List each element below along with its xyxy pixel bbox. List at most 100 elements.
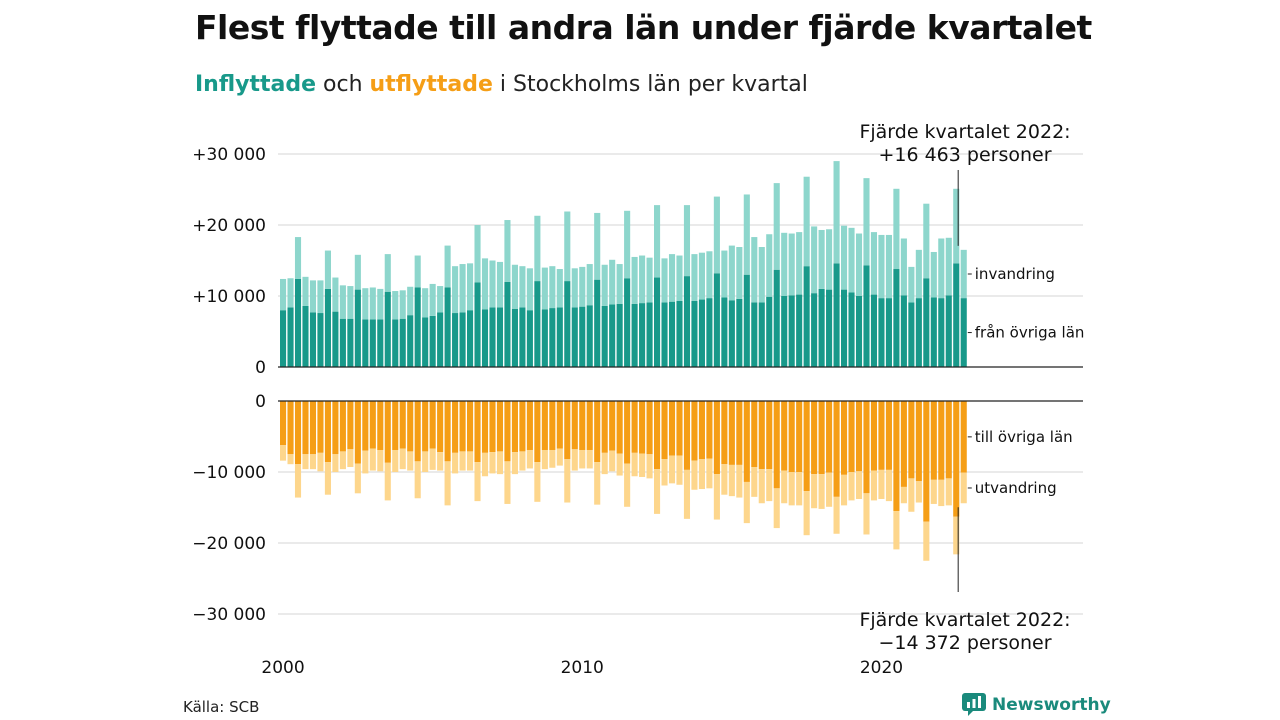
bar-fran-ovriga-lan <box>347 318 354 367</box>
bar-invandring <box>549 266 556 309</box>
brand-logo[interactable]: Newsworthy <box>962 693 1111 717</box>
y-tick-label-top: +10 000 <box>192 287 266 307</box>
bar-fran-ovriga-lan <box>698 299 705 367</box>
subtitle-utflyttade: utflyttade <box>369 72 493 97</box>
bar-till-ovriga-lan <box>489 401 496 453</box>
bar-invandring <box>668 254 676 302</box>
bar-fran-ovriga-lan <box>841 289 848 367</box>
bar-fran-ovriga-lan <box>743 274 750 367</box>
bar-till-ovriga-lan <box>496 401 504 452</box>
bar-utvandring <box>721 464 728 495</box>
bar-invandring <box>519 266 526 308</box>
bar-utvandring <box>541 449 548 470</box>
bar-utvandring <box>646 454 653 479</box>
bar-fran-ovriga-lan <box>676 300 683 367</box>
bar-utvandring <box>668 455 676 484</box>
bar-fran-ovriga-lan <box>713 273 720 367</box>
bar-invandring <box>377 288 384 320</box>
bar-fran-ovriga-lan <box>564 281 571 367</box>
bar-invandring <box>564 211 571 282</box>
bar-invandring <box>631 256 638 304</box>
bar-fran-ovriga-lan <box>833 263 840 367</box>
bar-fran-ovriga-lan <box>930 297 937 367</box>
bar-invandring <box>354 254 361 290</box>
bar-till-ovriga-lan <box>639 401 646 454</box>
bar-fran-ovriga-lan <box>803 266 810 367</box>
bar-invandring <box>646 257 653 303</box>
bar-invandring <box>534 215 541 282</box>
bar-utvandring <box>691 460 698 490</box>
bar-till-ovriga-lan <box>751 401 758 468</box>
bar-fran-ovriga-lan <box>796 294 803 367</box>
bar-fran-ovriga-lan <box>601 305 608 367</box>
bar-invandring <box>571 268 578 308</box>
bar-fran-ovriga-lan <box>870 294 878 367</box>
bar-fran-ovriga-lan <box>878 298 885 367</box>
bar-till-ovriga-lan <box>377 401 384 450</box>
chart-title: Flest flyttade till andra län under fjär… <box>195 8 1092 47</box>
bar-invandring <box>586 264 593 306</box>
bar-invandring <box>339 285 346 319</box>
bar-till-ovriga-lan <box>713 401 720 475</box>
bar-fran-ovriga-lan <box>422 317 429 367</box>
y-tick-label-top: 0 <box>255 358 266 378</box>
bar-invandring <box>855 233 863 296</box>
bar-fran-ovriga-lan <box>863 265 870 367</box>
bar-till-ovriga-lan <box>317 401 324 453</box>
bar-utvandring <box>878 469 885 499</box>
bar-till-ovriga-lan <box>624 401 631 464</box>
bar-invandring <box>504 220 511 282</box>
bar-till-ovriga-lan <box>841 401 848 475</box>
bar-invandring <box>721 250 728 298</box>
bar-utvandring <box>377 449 384 472</box>
bar-invandring <box>766 234 773 297</box>
bar-invandring <box>489 260 496 308</box>
y-tick-label-top: +30 000 <box>192 145 266 165</box>
bar-utvandring <box>324 462 331 495</box>
x-tick-label: 2000 <box>261 658 304 678</box>
bar-utvandring <box>347 449 354 468</box>
bar-utvandring <box>579 449 586 469</box>
bar-fran-ovriga-lan <box>766 296 773 367</box>
bar-fran-ovriga-lan <box>848 292 855 367</box>
bar-till-ovriga-lan <box>579 401 586 450</box>
bar-till-ovriga-lan <box>930 401 937 480</box>
bar-utvandring <box>676 455 683 485</box>
bar-fran-ovriga-lan <box>586 305 593 367</box>
bar-fran-ovriga-lan <box>302 305 309 367</box>
label-invandring: invandring <box>975 265 1055 283</box>
bar-fran-ovriga-lan <box>885 298 892 367</box>
bar-fran-ovriga-lan <box>459 312 466 367</box>
bar-till-ovriga-lan <box>332 401 339 455</box>
bar-invandring <box>362 288 369 320</box>
bar-invandring <box>945 237 952 296</box>
bar-till-ovriga-lan <box>511 401 518 453</box>
bar-till-ovriga-lan <box>676 401 683 456</box>
bar-utvandring <box>893 511 900 550</box>
bar-utvandring <box>407 451 414 471</box>
bar-till-ovriga-lan <box>721 401 728 465</box>
bar-till-ovriga-lan <box>444 401 451 462</box>
source-label: Källa: SCB <box>183 698 260 716</box>
bar-invandring <box>826 229 833 290</box>
bar-invandring <box>609 259 616 305</box>
bar-invandring <box>915 249 922 299</box>
bar-utvandring <box>280 445 287 461</box>
bar-till-ovriga-lan <box>384 401 391 463</box>
label-utvandring: utvandring <box>975 479 1057 497</box>
bar-invandring <box>728 245 735 301</box>
bar-fran-ovriga-lan <box>788 295 795 367</box>
bar-utvandring <box>556 448 563 466</box>
bar-till-ovriga-lan <box>691 401 698 461</box>
subtitle-och: och <box>316 72 370 97</box>
bar-invandring <box>347 286 354 319</box>
bar-invandring <box>676 255 683 301</box>
bar-fran-ovriga-lan <box>437 312 444 367</box>
bar-utvandring <box>781 470 788 504</box>
bar-till-ovriga-lan <box>302 401 309 455</box>
bar-utvandring <box>549 449 556 468</box>
bar-till-ovriga-lan <box>541 401 548 450</box>
bar-till-ovriga-lan <box>773 401 780 489</box>
bar-invandring <box>511 264 518 309</box>
bar-till-ovriga-lan <box>833 401 840 497</box>
